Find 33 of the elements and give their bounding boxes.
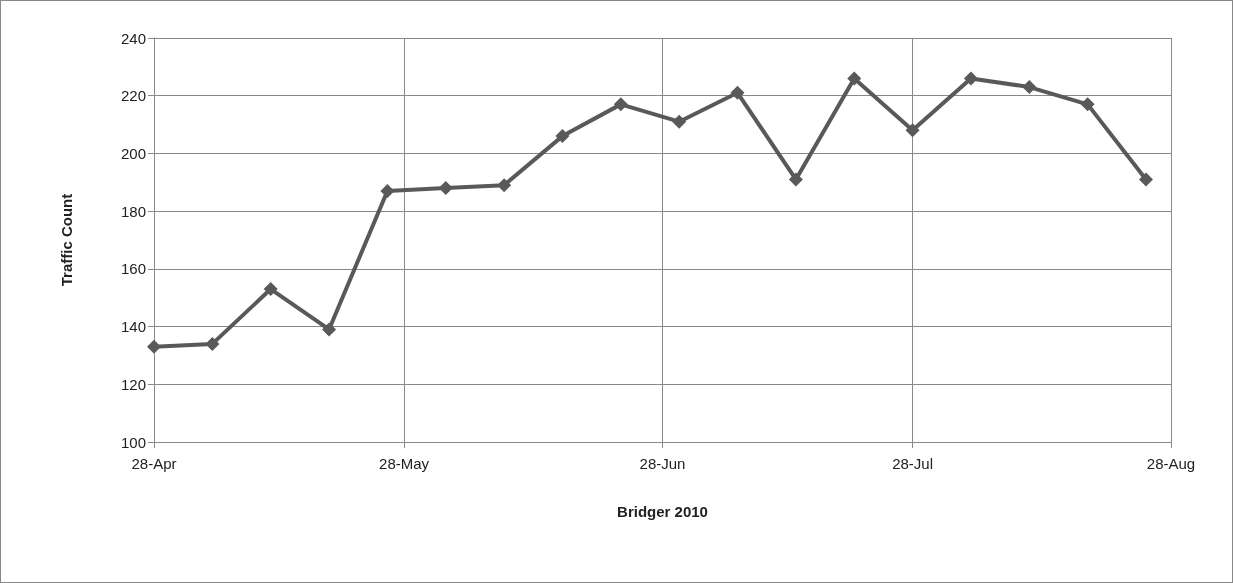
point <box>788 172 803 187</box>
point <box>672 114 687 129</box>
point <box>1022 80 1037 95</box>
y-axis-title: Traffic Count <box>58 193 75 287</box>
point <box>730 85 745 100</box>
point <box>1080 97 1095 112</box>
point <box>380 183 395 198</box>
x-tick-label: 28-Apr <box>131 455 177 472</box>
y-tick-label: 240 <box>120 29 146 47</box>
point <box>1138 172 1153 187</box>
y-tick-label: 140 <box>120 318 146 336</box>
point <box>147 339 161 354</box>
point <box>963 71 978 86</box>
point <box>322 322 337 337</box>
point <box>555 129 570 144</box>
point <box>263 282 278 297</box>
point <box>847 71 862 86</box>
x-tick-label: 28-May <box>379 455 430 472</box>
y-tick-label: 160 <box>120 260 146 278</box>
x-tick-label: 28-Jun <box>639 455 686 472</box>
point <box>438 181 453 196</box>
point <box>905 123 920 138</box>
point <box>613 97 628 112</box>
y-tick-label: 200 <box>120 144 146 162</box>
x-tick-label: 28-Jul <box>892 455 934 472</box>
x-axis-title: Bridger 2010 <box>617 503 708 520</box>
y-tick-label: 120 <box>120 375 146 393</box>
x-tick-label: 28-Aug <box>1146 455 1196 472</box>
point <box>205 336 220 351</box>
point <box>497 178 512 193</box>
y-tick-label: 180 <box>120 202 146 220</box>
y-tick-label: 100 <box>120 433 146 451</box>
y-tick-label: 220 <box>120 87 146 105</box>
